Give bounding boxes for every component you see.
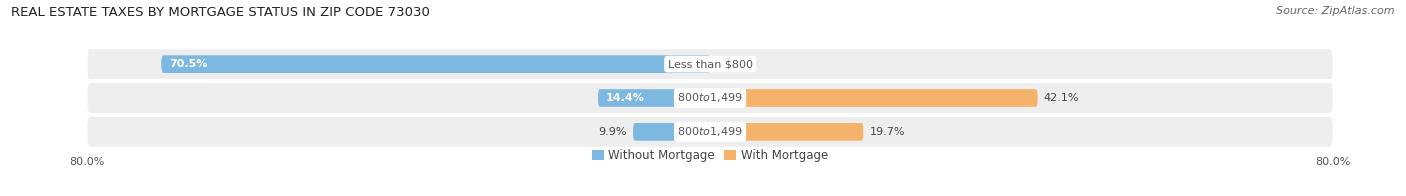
Text: 9.9%: 9.9%: [598, 127, 627, 137]
Text: 70.5%: 70.5%: [169, 59, 208, 69]
Text: $800 to $1,499: $800 to $1,499: [678, 92, 742, 104]
FancyBboxPatch shape: [87, 83, 1333, 113]
Text: Source: ZipAtlas.com: Source: ZipAtlas.com: [1277, 6, 1395, 16]
Text: 19.7%: 19.7%: [869, 127, 905, 137]
Text: $800 to $1,499: $800 to $1,499: [678, 125, 742, 138]
Text: 42.1%: 42.1%: [1043, 93, 1080, 103]
FancyBboxPatch shape: [710, 89, 1038, 107]
FancyBboxPatch shape: [710, 123, 863, 141]
Text: 0.0%: 0.0%: [716, 59, 745, 69]
Text: 14.4%: 14.4%: [606, 93, 644, 103]
Legend: Without Mortgage, With Mortgage: Without Mortgage, With Mortgage: [588, 144, 832, 167]
Text: Less than $800: Less than $800: [668, 59, 752, 69]
FancyBboxPatch shape: [633, 123, 710, 141]
Text: REAL ESTATE TAXES BY MORTGAGE STATUS IN ZIP CODE 73030: REAL ESTATE TAXES BY MORTGAGE STATUS IN …: [11, 6, 430, 19]
FancyBboxPatch shape: [598, 89, 710, 107]
FancyBboxPatch shape: [87, 117, 1333, 147]
FancyBboxPatch shape: [162, 55, 710, 73]
FancyBboxPatch shape: [87, 49, 1333, 79]
